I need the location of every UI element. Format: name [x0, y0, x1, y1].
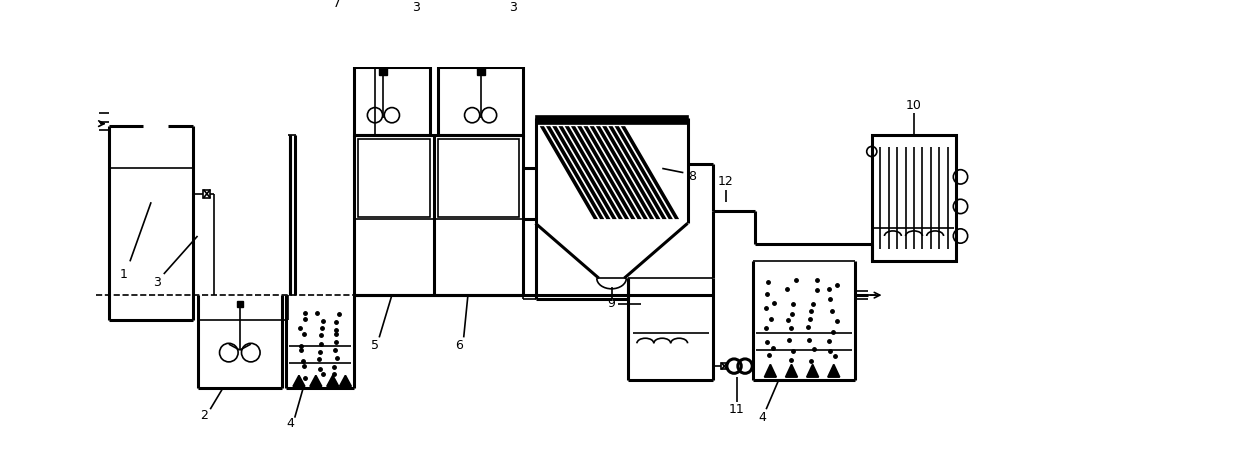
Polygon shape [765, 364, 776, 377]
Polygon shape [596, 126, 655, 219]
Polygon shape [327, 375, 339, 387]
Polygon shape [603, 126, 661, 219]
Text: 3: 3 [508, 1, 517, 14]
Text: 1: 1 [119, 267, 128, 280]
Polygon shape [570, 126, 629, 219]
Text: 4: 4 [286, 417, 294, 430]
Bar [358, 139, 430, 216]
Polygon shape [786, 364, 797, 377]
Polygon shape [828, 364, 839, 377]
Polygon shape [590, 126, 649, 219]
Text: 10: 10 [906, 99, 923, 112]
Polygon shape [546, 126, 604, 219]
Text: 3: 3 [412, 1, 419, 14]
Polygon shape [539, 126, 598, 219]
Text: 8: 8 [688, 171, 696, 183]
Polygon shape [609, 126, 667, 219]
Polygon shape [558, 126, 616, 219]
Bar [353, 67, 430, 135]
Polygon shape [583, 126, 642, 219]
Polygon shape [340, 375, 351, 387]
Text: 9: 9 [608, 297, 615, 310]
Bar [872, 135, 956, 261]
Bar [536, 116, 688, 125]
Bar [722, 363, 728, 369]
Text: 12: 12 [718, 175, 734, 188]
Bar [362, 0, 388, 12]
Text: 6: 6 [455, 339, 464, 352]
Text: 7: 7 [334, 0, 341, 10]
Polygon shape [577, 126, 635, 219]
Polygon shape [807, 364, 818, 377]
Polygon shape [621, 126, 680, 219]
Bar [203, 189, 211, 198]
Text: 2: 2 [201, 409, 208, 422]
Polygon shape [353, 12, 396, 37]
Text: 5: 5 [371, 339, 379, 352]
Polygon shape [564, 126, 622, 219]
Bar [439, 139, 518, 216]
Polygon shape [310, 375, 321, 387]
Text: 11: 11 [729, 403, 744, 416]
Bar [439, 67, 523, 135]
Text: 3: 3 [153, 276, 161, 289]
Text: 4: 4 [758, 411, 766, 424]
Polygon shape [293, 375, 305, 387]
Polygon shape [615, 126, 673, 219]
Polygon shape [552, 126, 610, 219]
